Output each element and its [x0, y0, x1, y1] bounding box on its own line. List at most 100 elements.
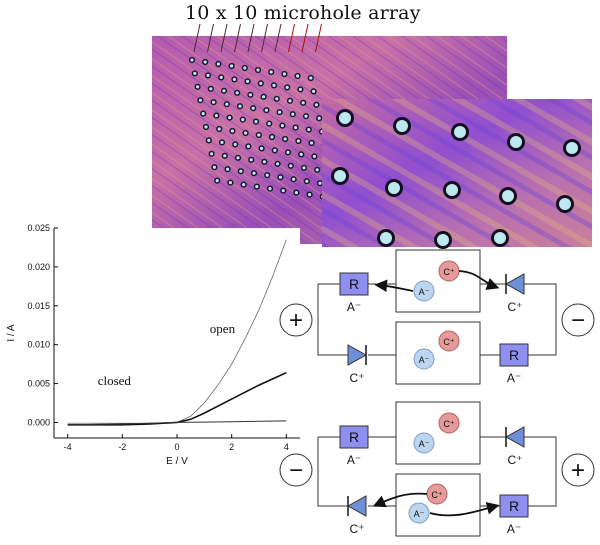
microhole-center	[559, 198, 571, 210]
x-axis-label: E / V	[166, 456, 188, 467]
microhole-center	[334, 170, 346, 182]
channel-box	[395, 321, 481, 385]
microhole-center	[281, 189, 285, 193]
microhole-center	[212, 100, 216, 104]
microhole-center	[268, 187, 272, 191]
cation-label: C⁺	[350, 371, 365, 385]
microhole-center	[248, 93, 252, 97]
series-line-2	[67, 371, 287, 426]
terminal-symbol: +	[571, 457, 585, 484]
resistor	[339, 272, 369, 296]
ion-flow-arrow	[372, 492, 428, 508]
diode	[347, 344, 368, 366]
x-tick-label: -2	[118, 442, 126, 452]
microhole-center	[302, 166, 306, 170]
anion-particle-label: A⁻	[419, 439, 430, 449]
microhole-center	[454, 126, 466, 138]
terminal-symbol: −	[289, 457, 303, 484]
diode	[504, 426, 525, 448]
microhole-center	[262, 160, 266, 164]
microhole-center	[286, 150, 290, 154]
channel-box	[395, 473, 481, 537]
microhole-center	[307, 128, 311, 132]
circuit-wire	[317, 437, 348, 507]
microhole-center	[238, 104, 242, 108]
resistor	[339, 425, 369, 449]
microhole-center	[216, 62, 220, 66]
terminal-symbol: +	[289, 307, 303, 334]
microhole-center	[396, 120, 408, 132]
microhole-center	[222, 89, 226, 93]
microhole-center	[246, 79, 250, 83]
pointer-line	[274, 23, 282, 53]
microhole-center	[246, 144, 250, 148]
anion-particle-label: A⁻	[419, 287, 430, 297]
cation-label: C⁺	[350, 522, 365, 536]
circuit-wire	[524, 436, 557, 507]
microhole-center	[285, 85, 289, 89]
microhole-center	[230, 64, 234, 68]
ion-flow-arrow	[429, 502, 500, 517]
microhole-center	[273, 148, 277, 152]
minus-terminal	[279, 453, 313, 487]
cation-particle-label: C⁺	[443, 419, 454, 429]
microhole-center	[223, 154, 227, 158]
microhole-center	[228, 181, 232, 185]
y-axis-label: I / A	[6, 324, 17, 342]
anion-particle	[413, 348, 435, 370]
plus-terminal	[561, 453, 595, 487]
y-tick-label: 0.005	[27, 379, 50, 389]
microhole-center	[269, 70, 273, 74]
microhole-center	[270, 135, 274, 139]
resistor-label: R	[349, 276, 359, 292]
annotation-closed: closed	[98, 373, 132, 388]
microhole-center	[260, 146, 264, 150]
microhole-center	[214, 114, 218, 118]
microhole-center	[203, 60, 207, 64]
microhole-center	[226, 167, 230, 171]
pointer-line	[220, 23, 228, 53]
microhole-center	[257, 133, 261, 137]
ion-flow-arrow	[374, 279, 414, 293]
microhole-center	[204, 125, 208, 129]
microhole-center	[278, 110, 282, 114]
microhole-center	[296, 74, 300, 78]
microhole-center	[312, 154, 316, 158]
microhole-center	[264, 108, 268, 112]
microhole-center	[566, 142, 578, 154]
microhole-center	[272, 83, 276, 87]
microhole-center	[244, 131, 248, 135]
microhole-center	[225, 102, 229, 106]
microhole-center	[228, 116, 232, 120]
microhole-center	[304, 114, 308, 118]
microhole-center	[294, 126, 298, 130]
ion-flow-arrow	[458, 270, 500, 290]
microhole-center	[312, 89, 316, 93]
channel-box	[395, 249, 481, 313]
microhole-center	[265, 173, 269, 177]
y-tick-label: 0.025	[27, 223, 50, 233]
pointer-line	[247, 23, 255, 53]
microhole-center	[233, 142, 237, 146]
diode	[346, 495, 367, 517]
microhole-center	[210, 152, 214, 156]
y-tick-label: 0.000	[27, 417, 50, 427]
microhole-center	[296, 139, 300, 143]
microhole-center	[288, 99, 292, 103]
microhole-center	[310, 141, 314, 145]
figure-title: 10 x 10 microhole array	[185, 2, 421, 24]
microhole-center	[207, 138, 211, 142]
microhole-center	[255, 185, 259, 189]
microhole-center	[262, 95, 266, 99]
anion-particle-label: A⁻	[419, 355, 430, 365]
pointer-line	[207, 23, 214, 53]
series-line-3	[67, 420, 287, 426]
title-pointer-lines	[193, 23, 322, 53]
pointer-line	[234, 23, 241, 53]
microhole-center	[215, 179, 219, 183]
microhole-center	[241, 118, 245, 122]
cation-label: C⁺	[508, 453, 523, 467]
annotation-open: open	[210, 321, 236, 336]
resistor-label: R	[509, 347, 519, 363]
